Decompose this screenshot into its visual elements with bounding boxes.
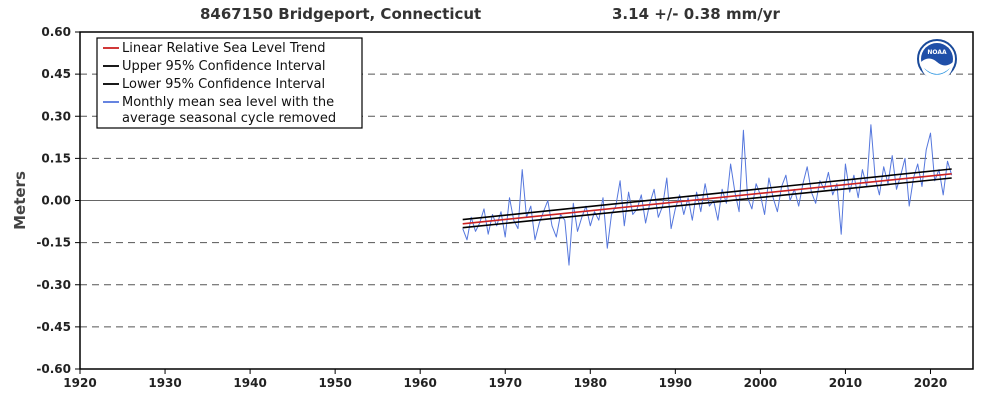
x-tick-label: 1960 <box>403 376 436 390</box>
axis-ticks: 0.60 0.45 0.30 0.15 0.00 -0.15 -0.30 -0.45 -0.60… <box>36 25 947 390</box>
legend-label-1: Upper 95% Confidence Interval <box>122 59 326 74</box>
x-tick-label: 1970 <box>489 376 522 390</box>
chart-title-station: 8467150 Bridgeport, Connecticut <box>200 5 481 23</box>
y-tick-label: -0.15 <box>36 236 71 250</box>
x-tick-label: 1950 <box>318 376 351 390</box>
x-tick-label: 1920 <box>63 376 96 390</box>
chart-title-trend: 3.14 +/- 0.38 mm/yr <box>612 5 780 23</box>
noaa-logo: NOAA <box>917 39 957 80</box>
x-tick-label: 2020 <box>914 376 947 390</box>
legend-label-3: average seasonal cycle removed <box>122 111 336 126</box>
series-line-1 <box>462 168 952 221</box>
legend-label-0: Linear Relative Sea Level Trend <box>122 41 325 56</box>
legend-label-2: Lower 95% Confidence Interval <box>122 77 325 92</box>
series-line-0 <box>462 173 952 225</box>
y-tick-label: 0.60 <box>41 25 71 39</box>
y-tick-label: 0.15 <box>41 151 71 165</box>
x-tick-label: 1990 <box>659 376 692 390</box>
legend-label-3: Monthly mean sea level with the <box>122 95 334 110</box>
series-layer <box>462 124 953 266</box>
y-tick-label: 0.45 <box>41 67 71 81</box>
legend: Linear Relative Sea Level Trend Upper 95%… <box>96 37 363 129</box>
y-tick-label: -0.45 <box>36 320 71 334</box>
x-tick-label: 2000 <box>744 376 777 390</box>
legend-box <box>96 37 363 129</box>
y-tick-label: 0.00 <box>41 194 71 208</box>
x-tick-label: 1930 <box>148 376 181 390</box>
y-tick-label: 0.30 <box>41 109 71 123</box>
x-tick-label: 1980 <box>574 376 607 390</box>
y-tick-label: -0.30 <box>36 278 71 292</box>
x-tick-label: 1940 <box>233 376 266 390</box>
x-tick-label: 2010 <box>829 376 862 390</box>
y-tick-label: -0.60 <box>36 362 71 376</box>
svg-text:NOAA: NOAA <box>927 49 947 56</box>
series-line-2 <box>462 177 952 229</box>
y-axis-label: Meters <box>11 171 29 230</box>
